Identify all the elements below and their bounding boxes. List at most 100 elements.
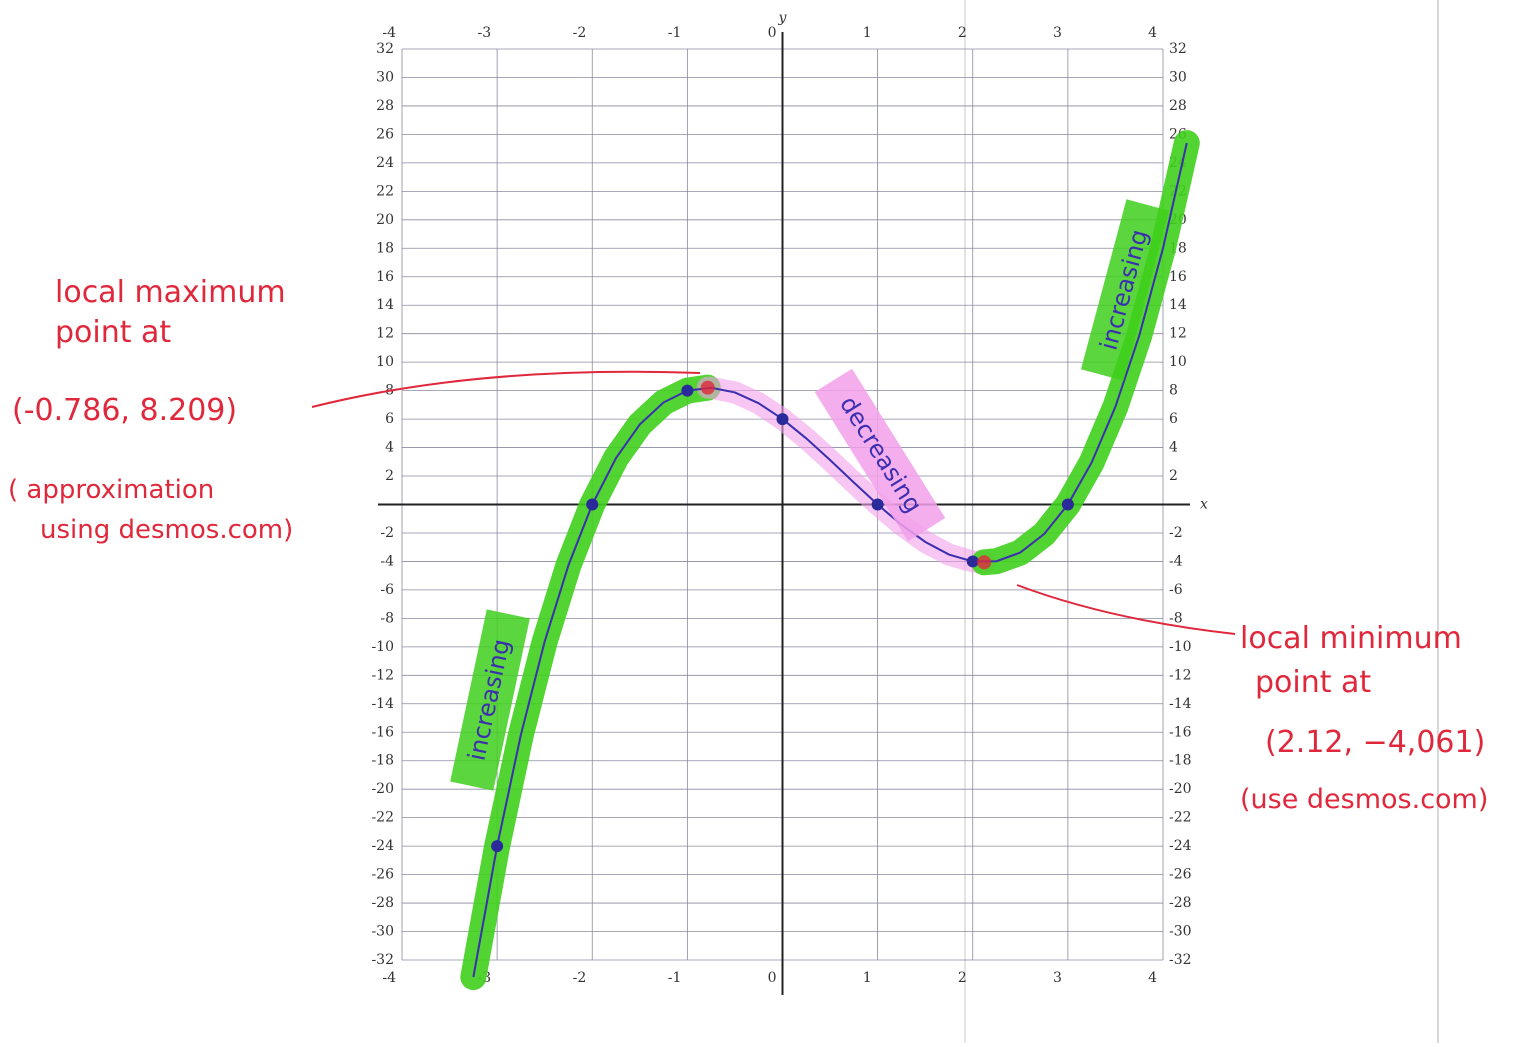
y-tick-label: -16 [371,724,394,740]
annotation: (2.12, −4,061) [1265,725,1485,760]
y-tick-label: 2 [1169,468,1178,484]
y-tick-label: -4 [380,553,394,569]
x-tick-label: 4 [1148,970,1157,986]
y-tick-label: -14 [1169,696,1192,712]
y-tick-label: -20 [371,781,394,797]
extremum-point [977,555,991,569]
arrow [312,372,700,407]
y-tick-label: 12 [376,326,394,342]
y-axis-label: y [778,10,788,26]
y-tick-label: -18 [371,753,394,769]
y-tick-label: -4 [1169,553,1183,569]
x-axis-label: x [1200,497,1208,513]
y-tick-label: 10 [376,354,394,370]
y-tick-label: -30 [1169,924,1192,940]
y-tick-label: 14 [1169,297,1187,313]
y-tick-label: 4 [385,440,394,456]
y-tick-label: 18 [376,240,394,256]
annotation: point at [55,315,171,350]
x-tick-label: -1 [668,25,682,41]
y-tick-label: 26 [376,126,394,142]
x-tick-label: -4 [382,25,396,41]
y-tick-label: -28 [371,895,394,911]
point [777,413,789,425]
annotation: ( approximation [8,475,214,505]
y-tick-label: -12 [371,667,394,683]
y-tick-label: -18 [1169,753,1192,769]
y-tick-label: 6 [1169,411,1178,427]
annotation: local minimum [1240,621,1462,656]
y-tick-label: -8 [380,610,394,626]
x-tick-label: -2 [573,25,587,41]
y-tick-label: -26 [1169,867,1192,883]
chart: -32-32-30-30-28-28-26-26-24-24-22-22-20-… [0,0,1530,1043]
y-tick-label: 30 [1169,69,1187,85]
y-tick-label: -2 [1169,525,1183,541]
extremum-point [701,381,715,395]
y-tick-label: -6 [380,582,394,598]
arrow [1017,585,1235,634]
point [586,499,598,511]
y-tick-label: -10 [1169,639,1192,655]
y-tick-label: -2 [380,525,394,541]
y-tick-label: -14 [371,696,394,712]
x-tick-label: -3 [477,25,491,41]
point [1062,499,1074,511]
y-tick-label: -32 [1169,952,1192,968]
x-tick-label: 0 [768,970,777,986]
x-tick-label: 0 [768,25,777,41]
annotations: local maximum point at (-0.786, 8.209) (… [8,275,1488,815]
y-tick-label: 28 [1169,98,1187,114]
y-tick-label: 20 [376,212,394,228]
y-tick-label: 6 [385,411,394,427]
x-tick-label: 4 [1148,25,1157,41]
y-tick-label: -22 [371,810,394,826]
y-tick-label: -8 [1169,610,1183,626]
y-tick-label: 28 [376,98,394,114]
y-tick-label: 8 [1169,383,1178,399]
y-tick-label: 24 [376,155,394,171]
annotation: (-0.786, 8.209) [12,393,237,428]
y-tick-label: 32 [376,41,394,57]
x-tick-label: -2 [573,970,587,986]
y-tick-label: 14 [376,297,394,313]
x-tick-label: 3 [1053,25,1062,41]
y-tick-label: 30 [376,69,394,85]
point [872,499,884,511]
point [681,385,693,397]
y-tick-label: 4 [1169,440,1178,456]
y-tick-label: -6 [1169,582,1183,598]
y-tick-label: -30 [371,924,394,940]
y-tick-label: -24 [371,838,394,854]
annotation: using desmos.com) [40,515,293,545]
y-tick-label: -20 [1169,781,1192,797]
x-tick-label: 2 [958,25,967,41]
x-tick-label: 1 [863,25,872,41]
x-tick-label: -1 [668,970,682,986]
y-tick-label: 12 [1169,326,1187,342]
x-tick-label: -4 [382,970,396,986]
y-tick-label: -12 [1169,667,1192,683]
point [491,840,503,852]
y-tick-label: 2 [385,468,394,484]
x-tick-label: 2 [958,970,967,986]
y-tick-label: 16 [376,269,394,285]
y-tick-label: -16 [1169,724,1192,740]
annotation: (use desmos.com) [1240,784,1488,815]
y-tick-label: -28 [1169,895,1192,911]
x-tick-label: 3 [1053,970,1062,986]
y-tick-label: 16 [1169,269,1187,285]
point [967,555,979,567]
x-tick-label: 1 [863,970,872,986]
y-tick-label: 10 [1169,354,1187,370]
y-tick-label: -24 [1169,838,1192,854]
annotation: point at [1255,665,1371,700]
y-tick-label: 22 [376,183,394,199]
y-tick-label: -10 [371,639,394,655]
y-tick-label: -22 [1169,810,1192,826]
y-tick-label: 32 [1169,41,1187,57]
annotation: local maximum [55,275,286,310]
y-tick-label: -32 [371,952,394,968]
y-tick-label: -26 [371,867,394,883]
